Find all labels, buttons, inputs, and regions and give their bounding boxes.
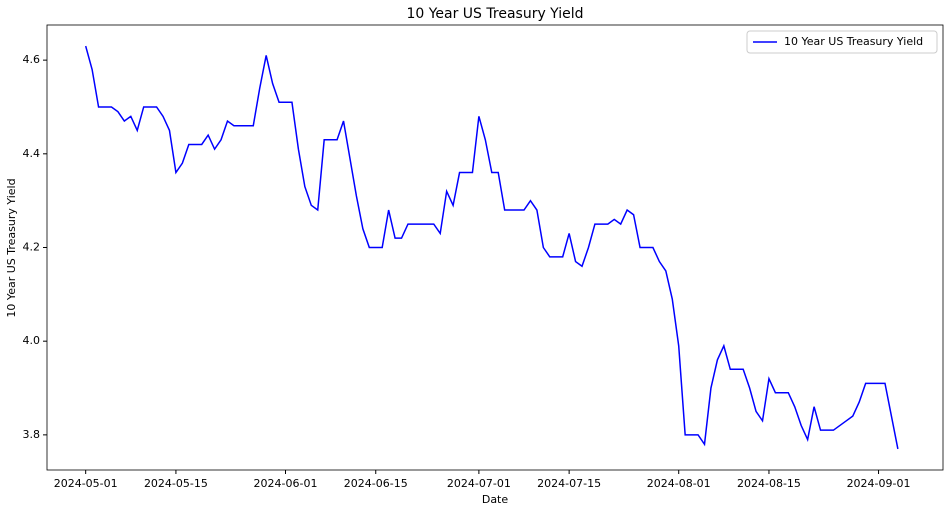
x-tick-label: 2024-08-01: [647, 477, 711, 490]
data-line: [84, 45, 899, 450]
y-tick-label: 4.4: [23, 147, 41, 160]
x-tick-label: 2024-06-01: [254, 477, 318, 490]
legend-label: 10 Year US Treasury Yield: [784, 35, 923, 48]
chart-title: 10 Year US Treasury Yield: [406, 6, 583, 22]
x-tick-label: 2024-06-15: [344, 477, 408, 490]
y-tick-label: 4.0: [23, 334, 41, 347]
y-axis-label: 10 Year US Treasury Yield: [5, 178, 18, 317]
y-tick-label: 3.8: [23, 428, 41, 441]
x-tick-label: 2024-08-15: [737, 477, 801, 490]
legend-box: [746, 30, 938, 54]
x-tick-label: 2024-09-01: [847, 477, 911, 490]
y-tick-label: 4.6: [23, 53, 41, 66]
x-tick-label: 2024-07-01: [447, 477, 511, 490]
y-tick-label: 4.2: [23, 241, 41, 254]
legend: 10 Year US Treasury Yield: [746, 30, 938, 54]
x-tick-label: 2024-07-15: [537, 477, 601, 490]
x-tick-label: 2024-05-01: [54, 477, 118, 490]
x-tick-label: 2024-05-15: [144, 477, 208, 490]
plot-frame: [46, 24, 944, 471]
x-axis-label: Date: [482, 493, 509, 506]
